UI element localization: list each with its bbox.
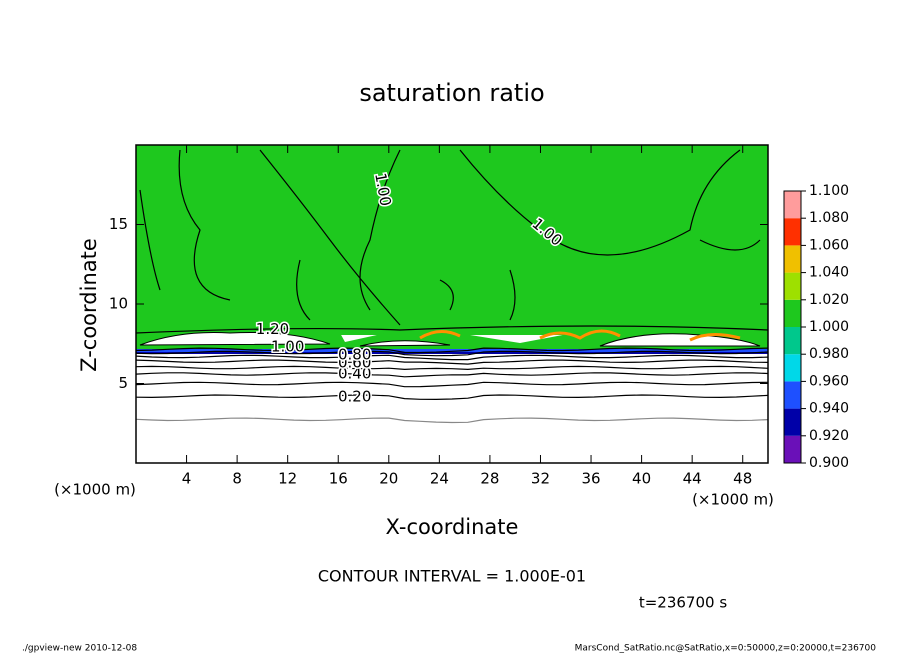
x-axis-label: X-coordinate (386, 515, 519, 539)
y-tick-label: 10 (109, 295, 128, 313)
contour-line (136, 417, 768, 424)
x-tick-label: 36 (581, 470, 600, 488)
x-unit: (×1000 m) (692, 491, 774, 509)
colorbar-label: 0.940 (809, 401, 849, 417)
contour-line (136, 365, 768, 371)
contour-line (136, 350, 768, 357)
colorbar-label: 0.980 (809, 346, 849, 362)
x-tick-label: 12 (278, 470, 297, 488)
colorbar-swatch (784, 218, 801, 246)
colorbar-swatch (784, 245, 801, 273)
x-tick-label: 24 (430, 470, 449, 488)
colorbar-label: 1.100 (809, 183, 849, 199)
contour-interval: CONTOUR INTERVAL = 1.000E-01 (318, 567, 586, 586)
colorbar-swatch (784, 408, 801, 436)
contour-line (136, 381, 768, 388)
contour-label: 1.20 (256, 320, 289, 338)
contours (136, 347, 768, 424)
x-tick-label: 4 (182, 470, 192, 488)
field-band (136, 352, 768, 354)
x-tick-label: 8 (232, 470, 242, 488)
contour-label: 0.40 (338, 364, 371, 382)
field-blob (419, 329, 741, 342)
colorbar-swatch (784, 435, 801, 463)
y-axis-label: Z-coordinate (77, 238, 101, 372)
contour-line (136, 354, 768, 361)
x-tick-label: 44 (683, 470, 702, 488)
x-tick-label: 20 (379, 470, 398, 488)
chart-title: saturation ratio (359, 79, 544, 107)
y-tick-label: 15 (109, 215, 128, 233)
colorbar-swatch (784, 191, 801, 219)
x-tick-label: 48 (733, 470, 752, 488)
colorbar-label: 1.080 (809, 210, 849, 226)
field-contour (136, 325, 768, 334)
field-contour (139, 149, 761, 326)
field (136, 145, 768, 354)
footer-right: MarsCond_SatRatio.nc@SatRatio,x=0:50000,… (575, 644, 877, 654)
time-label: t=236700 s (639, 594, 727, 612)
contour-line (136, 372, 768, 378)
y-tick-label: 5 (118, 374, 128, 392)
x-tick-label: 16 (329, 470, 348, 488)
contour-line (136, 359, 768, 365)
colorbar-swatch (784, 272, 801, 300)
x-tick-label: 32 (531, 470, 550, 488)
contour-label: 0.80 (338, 345, 371, 363)
colorbar-label: 1.000 (809, 319, 849, 335)
x-tick-label: 28 (480, 470, 499, 488)
colorbar-label: 0.920 (809, 428, 849, 444)
x-tick-label: 40 (632, 470, 651, 488)
colorbar-label: 0.900 (809, 455, 849, 471)
contour-label: 0.20 (338, 388, 371, 406)
colorbar-label: 1.060 (809, 237, 849, 253)
colorbar-swatch (784, 381, 801, 409)
contour-line (136, 394, 768, 401)
contour-line (136, 347, 768, 354)
colorbar-swatch (784, 354, 801, 382)
colorbar-label: 0.960 (809, 373, 849, 389)
contour-label: 1.00 (271, 337, 304, 355)
colorbar-label: 1.040 (809, 265, 849, 281)
contour-label: 0.60 (338, 353, 371, 371)
x-unit: (×1000 m) (54, 481, 136, 499)
footer-left: ./gpview-new 2010-12-08 (22, 644, 137, 654)
colorbar-swatch (784, 327, 801, 355)
colorbar-swatch (784, 299, 801, 327)
colorbar-label: 1.020 (809, 292, 849, 308)
